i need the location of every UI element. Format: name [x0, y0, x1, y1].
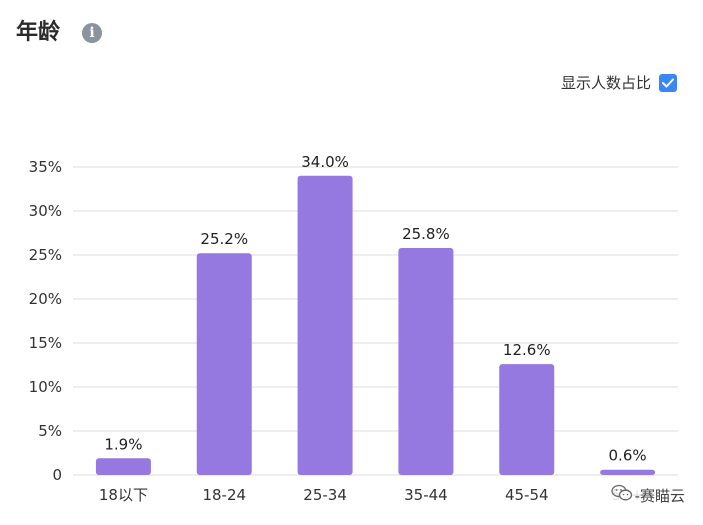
- bar: [600, 469, 656, 475]
- data-label: 1.9%: [104, 435, 142, 453]
- y-tick-label: 35%: [29, 158, 62, 176]
- y-tick-label: 30%: [29, 202, 62, 220]
- wechat-icon: [610, 484, 633, 506]
- bar: [95, 458, 151, 475]
- x-tick-label: 18-24: [202, 486, 246, 504]
- chart-title: 年龄: [16, 20, 61, 45]
- x-tick-label: 45-54: [505, 486, 549, 504]
- y-tick-label: 20%: [29, 290, 62, 308]
- data-label: 12.6%: [503, 341, 551, 359]
- x-tick-label: 18以下: [99, 486, 148, 504]
- bar: [196, 253, 252, 475]
- data-label: 25.8%: [402, 225, 450, 243]
- x-tick-label: 25-34: [303, 486, 347, 504]
- toggle-label: 显示人数占比: [560, 74, 651, 92]
- y-tick-label: 15%: [29, 334, 62, 352]
- y-tick-label: 5%: [38, 422, 62, 440]
- bar: [499, 364, 555, 475]
- checkbox-checked-icon[interactable]: [659, 73, 677, 92]
- show-percentage-toggle[interactable]: 显示人数占比: [561, 72, 677, 93]
- y-tick-label: 25%: [29, 246, 62, 264]
- data-label: 25.2%: [200, 230, 248, 248]
- bar: [297, 175, 353, 476]
- watermark-text: -赛瞄云: [634, 486, 685, 505]
- data-label: 34.0%: [301, 153, 349, 171]
- bar: [398, 247, 454, 475]
- y-tick-label: 0: [52, 466, 62, 484]
- info-icon[interactable]: i: [82, 23, 102, 43]
- x-tick-label: 35-44: [404, 486, 448, 504]
- data-label: 0.6%: [609, 447, 647, 465]
- y-tick-label: 10%: [29, 378, 62, 396]
- watermark: -赛瞄云: [608, 484, 687, 506]
